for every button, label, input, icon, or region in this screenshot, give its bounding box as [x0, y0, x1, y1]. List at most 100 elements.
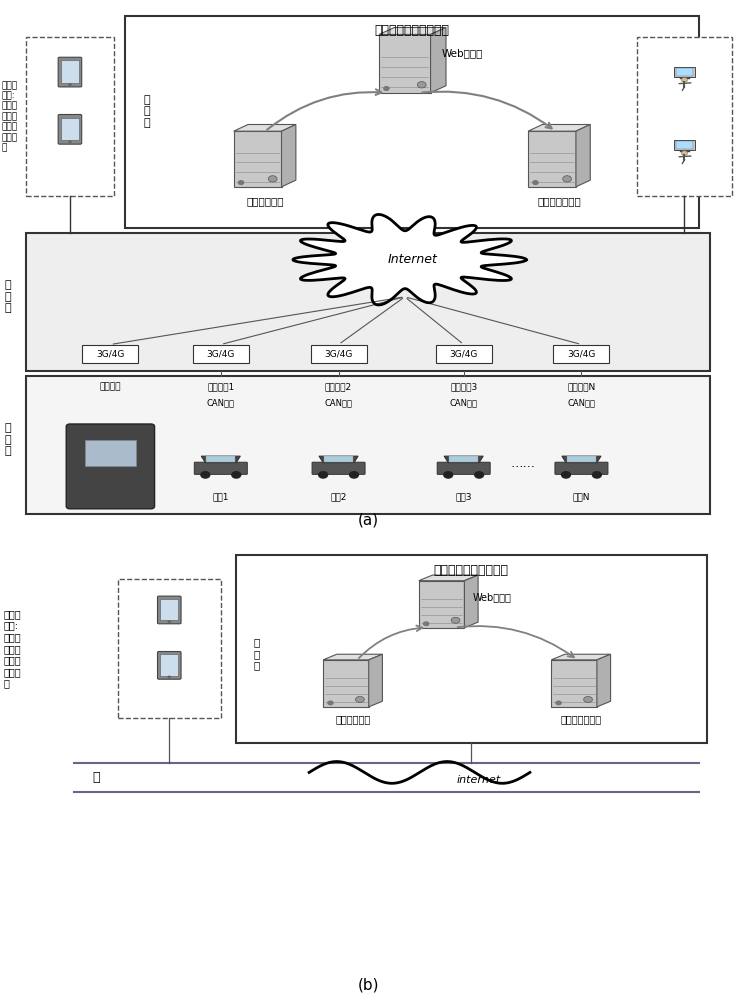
Circle shape — [384, 87, 389, 90]
Text: ……: …… — [510, 457, 535, 470]
Text: internet: internet — [456, 775, 500, 785]
FancyBboxPatch shape — [125, 16, 699, 228]
FancyBboxPatch shape — [312, 462, 365, 474]
FancyBboxPatch shape — [234, 131, 282, 187]
Text: CAN总线: CAN总线 — [325, 399, 353, 408]
Circle shape — [592, 472, 601, 478]
Text: Web服务器: Web服务器 — [473, 592, 512, 602]
Polygon shape — [431, 27, 446, 93]
Text: 车辆3: 车辆3 — [456, 492, 472, 501]
FancyBboxPatch shape — [158, 596, 181, 624]
Text: 车联网服务与管理平台: 车联网服务与管理平台 — [375, 24, 450, 37]
Circle shape — [424, 622, 429, 625]
FancyBboxPatch shape — [555, 462, 608, 474]
FancyBboxPatch shape — [324, 456, 353, 462]
Text: 车联网服务与管理平台: 车联网服务与管理平台 — [434, 564, 509, 577]
Circle shape — [168, 676, 171, 678]
Circle shape — [451, 617, 460, 623]
Polygon shape — [234, 124, 296, 131]
Polygon shape — [379, 27, 446, 34]
Polygon shape — [282, 124, 296, 187]
FancyBboxPatch shape — [158, 652, 181, 679]
Polygon shape — [444, 456, 484, 463]
Text: 数据分析服务器: 数据分析服务器 — [561, 714, 602, 724]
Text: 数据分析服务器: 数据分析服务器 — [537, 196, 581, 206]
Text: 感
知
层: 感 知 层 — [4, 423, 11, 456]
Circle shape — [584, 696, 592, 702]
FancyBboxPatch shape — [637, 37, 732, 196]
Text: 车辆1: 车辆1 — [213, 492, 229, 501]
Circle shape — [533, 181, 538, 184]
Polygon shape — [528, 124, 590, 131]
Text: 车载终端: 车载终端 — [99, 383, 121, 392]
FancyBboxPatch shape — [419, 581, 464, 628]
FancyBboxPatch shape — [26, 376, 710, 514]
FancyBboxPatch shape — [676, 141, 693, 149]
FancyBboxPatch shape — [193, 344, 249, 363]
FancyBboxPatch shape — [206, 456, 236, 462]
FancyBboxPatch shape — [26, 233, 710, 371]
Text: Web服务器: Web服务器 — [442, 48, 483, 58]
Polygon shape — [419, 575, 478, 581]
Polygon shape — [293, 214, 526, 305]
Text: 3G/4G: 3G/4G — [450, 349, 478, 358]
Polygon shape — [464, 575, 478, 628]
Text: 车载终端1: 车载终端1 — [207, 383, 235, 392]
Text: 车载终端3: 车载终端3 — [450, 383, 478, 392]
Text: 应
用
层: 应 用 层 — [144, 95, 151, 128]
Text: 3G/4G: 3G/4G — [207, 349, 235, 358]
Text: 网
络
层: 网 络 层 — [4, 280, 11, 313]
FancyBboxPatch shape — [85, 440, 136, 466]
FancyBboxPatch shape — [674, 140, 695, 150]
Text: CAN总线: CAN总线 — [450, 399, 478, 408]
FancyBboxPatch shape — [323, 660, 369, 707]
Text: (a): (a) — [358, 512, 378, 527]
Polygon shape — [551, 654, 611, 660]
FancyBboxPatch shape — [551, 660, 597, 707]
FancyBboxPatch shape — [194, 462, 247, 474]
Polygon shape — [597, 654, 611, 707]
FancyBboxPatch shape — [82, 344, 138, 363]
Circle shape — [556, 701, 562, 705]
FancyBboxPatch shape — [567, 456, 596, 462]
FancyBboxPatch shape — [118, 579, 221, 718]
FancyBboxPatch shape — [160, 599, 178, 620]
Text: 数据库服务器: 数据库服务器 — [247, 196, 283, 206]
Text: 车辆2: 车辆2 — [330, 492, 347, 501]
FancyBboxPatch shape — [379, 34, 431, 93]
FancyBboxPatch shape — [449, 456, 478, 462]
Circle shape — [69, 141, 71, 143]
FancyBboxPatch shape — [58, 114, 82, 144]
Circle shape — [355, 696, 364, 702]
Circle shape — [444, 472, 453, 478]
Text: 网: 网 — [92, 771, 99, 784]
FancyBboxPatch shape — [436, 344, 492, 363]
Circle shape — [682, 78, 687, 82]
Circle shape — [168, 621, 171, 622]
Text: (b): (b) — [357, 978, 379, 993]
Text: 车辆N: 车辆N — [573, 492, 590, 501]
Text: 车载终端N: 车载终端N — [567, 383, 595, 392]
FancyBboxPatch shape — [58, 57, 82, 87]
FancyBboxPatch shape — [437, 462, 490, 474]
Circle shape — [269, 176, 277, 182]
Text: 车载终端2: 车载终端2 — [325, 383, 352, 392]
Circle shape — [201, 472, 210, 478]
Polygon shape — [323, 654, 383, 660]
Text: Internet: Internet — [387, 253, 437, 266]
Text: 移动端
方式:
用户通
过手机
进行服
务和管
理: 移动端 方式: 用户通 过手机 进行服 务和管 理 — [4, 609, 21, 689]
Circle shape — [232, 472, 241, 478]
FancyBboxPatch shape — [311, 344, 367, 363]
FancyBboxPatch shape — [61, 118, 79, 140]
Circle shape — [69, 84, 71, 85]
Text: 数据库服务器: 数据库服务器 — [336, 714, 371, 724]
Text: CAN总线: CAN总线 — [567, 399, 595, 408]
Circle shape — [328, 701, 333, 705]
Text: 3G/4G: 3G/4G — [96, 349, 124, 358]
FancyBboxPatch shape — [676, 68, 693, 76]
FancyBboxPatch shape — [528, 131, 576, 187]
Text: 3G/4G: 3G/4G — [325, 349, 353, 358]
Polygon shape — [576, 124, 590, 187]
Text: 应
用
层: 应 用 层 — [253, 637, 259, 670]
FancyBboxPatch shape — [160, 654, 178, 676]
